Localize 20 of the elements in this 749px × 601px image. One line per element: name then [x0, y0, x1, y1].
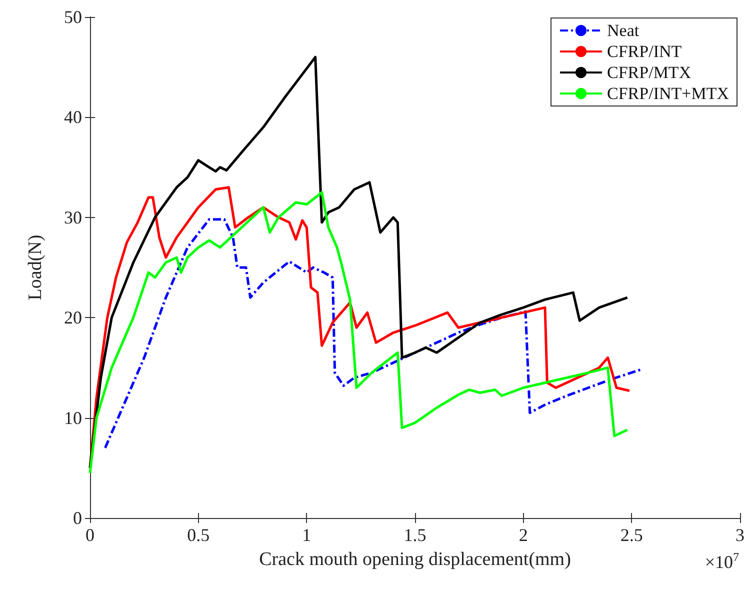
x-tick-label: 3	[736, 525, 744, 545]
x-tick-label: 1	[302, 525, 312, 545]
y-tick-label: 0	[73, 508, 82, 528]
y-tick-label: 10	[64, 408, 82, 428]
legend-label: Neat	[607, 21, 640, 40]
x-tick-label: 1.5	[404, 525, 426, 545]
y-tick-label: 30	[64, 207, 82, 228]
x-tick-label: 2.5	[620, 525, 643, 545]
x-axis-title: Crack mouth opening displacement(mm)	[259, 549, 571, 570]
legend-label: CFRP/INT	[607, 42, 682, 61]
x-tick-label: 2	[518, 525, 528, 545]
x-tick-label: 0	[86, 525, 94, 545]
y-tick-label: 50	[64, 7, 82, 27]
legend-label: CFRP/INT+MTX	[607, 84, 730, 103]
y-tick-label: 20	[64, 308, 82, 328]
x-tick-label: 0.5	[187, 525, 210, 545]
line-series	[104, 218, 642, 450]
y-tick-label: 40	[64, 107, 82, 128]
legend-label: CFRP/MTX	[607, 63, 692, 82]
y-axis-title: Load(N)	[25, 234, 46, 300]
